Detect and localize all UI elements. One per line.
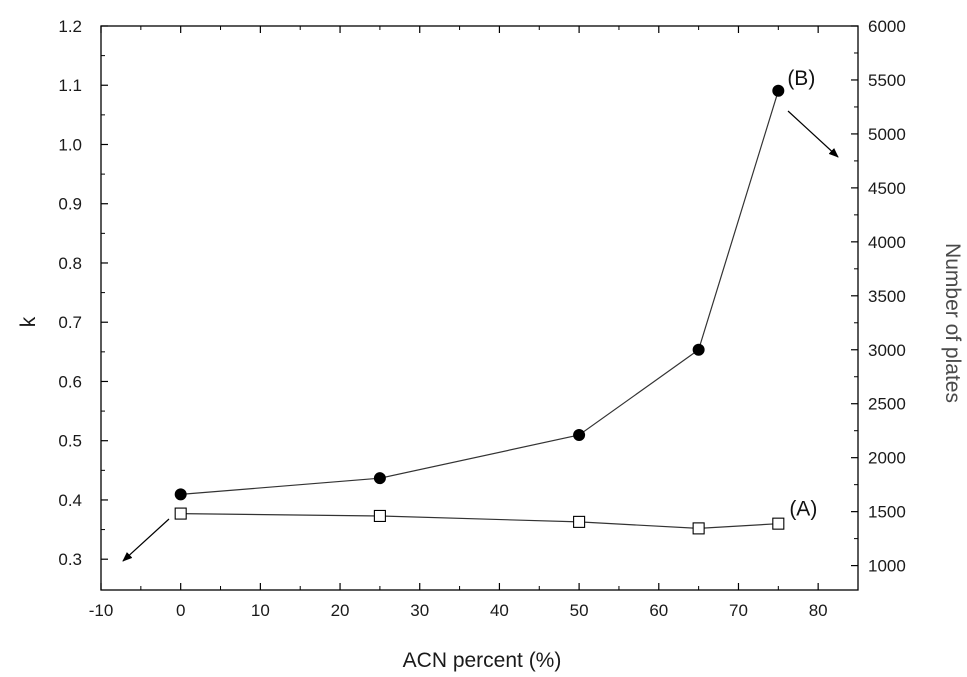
y-tick-label: 0.6 xyxy=(58,372,82,391)
x-tick-label: 10 xyxy=(251,601,270,620)
x-axis: -10 0 10 20 30 40 50 60 70 80 xyxy=(89,26,828,620)
y-tick-label: 0.3 xyxy=(58,550,82,569)
y-tick-label: 0.4 xyxy=(58,491,82,510)
y-tick-label: 0.5 xyxy=(58,432,82,451)
x-tick-label: 70 xyxy=(729,601,748,620)
data-point-b xyxy=(373,472,386,485)
y2-tick-label: 3500 xyxy=(868,287,906,306)
x-tick-label: -10 xyxy=(89,601,114,620)
y2-tick-label: 4000 xyxy=(868,233,906,252)
data-point-a xyxy=(174,507,187,520)
y-axis-left: 0.3 0.4 0.5 0.6 0.7 0.8 0.9 1.0 1.1 1.2 xyxy=(58,17,108,569)
data-point-b xyxy=(692,343,705,356)
data-point-a xyxy=(573,515,586,528)
x-axis-title: ACN percent (%) xyxy=(403,649,562,672)
series-layer: (A) (B) xyxy=(174,67,817,535)
y-tick-label: 0.9 xyxy=(58,195,82,214)
x-tick-label: 40 xyxy=(490,601,509,620)
x-tick-label: 50 xyxy=(570,601,589,620)
data-point-a xyxy=(772,517,785,530)
y-tick-label: 1.1 xyxy=(58,76,82,95)
y2-tick-label: 6000 xyxy=(868,17,906,36)
y2-tick-label: 3000 xyxy=(868,341,906,360)
y2-axis-title: Number of plates xyxy=(941,243,964,403)
y2-tick-label: 2000 xyxy=(868,449,906,468)
arrow-a-to-left-axis xyxy=(122,518,170,562)
y-axis-right: 1000 1500 2000 2500 3000 3500 4000 4500 5000 5500… xyxy=(851,17,906,576)
series-label-a: (A) xyxy=(789,498,817,521)
y-tick-label: 0.8 xyxy=(58,254,82,273)
y2-tick-label: 5000 xyxy=(868,125,906,144)
y-tick-label: 0.7 xyxy=(58,313,82,332)
y2-tick-label: 1500 xyxy=(868,503,906,522)
y-axis-title: k xyxy=(17,316,40,327)
y2-tick-label: 2500 xyxy=(868,395,906,414)
series-label-b: (B) xyxy=(787,67,815,90)
y-tick-label: 1.2 xyxy=(58,17,82,36)
y-tick-label: 1.0 xyxy=(58,135,82,154)
data-point-a xyxy=(692,522,705,535)
x-tick-label: 30 xyxy=(410,601,429,620)
x-tick-label: 0 xyxy=(176,601,185,620)
x-tick-label: 80 xyxy=(809,601,828,620)
x-tick-label: 60 xyxy=(649,601,668,620)
y2-tick-label: 1000 xyxy=(868,557,906,576)
y2-tick-label: 4500 xyxy=(868,179,906,198)
data-point-b xyxy=(174,488,187,501)
series-line-a xyxy=(180,513,779,530)
series-line-b xyxy=(180,90,779,495)
arrow-b-to-right-axis xyxy=(787,110,839,158)
data-point-a xyxy=(373,509,386,523)
data-point-b xyxy=(772,84,785,97)
plot-frame xyxy=(100,25,859,591)
data-point-b xyxy=(573,429,586,442)
y2-tick-label: 5500 xyxy=(868,71,906,90)
x-tick-label: 20 xyxy=(331,601,350,620)
